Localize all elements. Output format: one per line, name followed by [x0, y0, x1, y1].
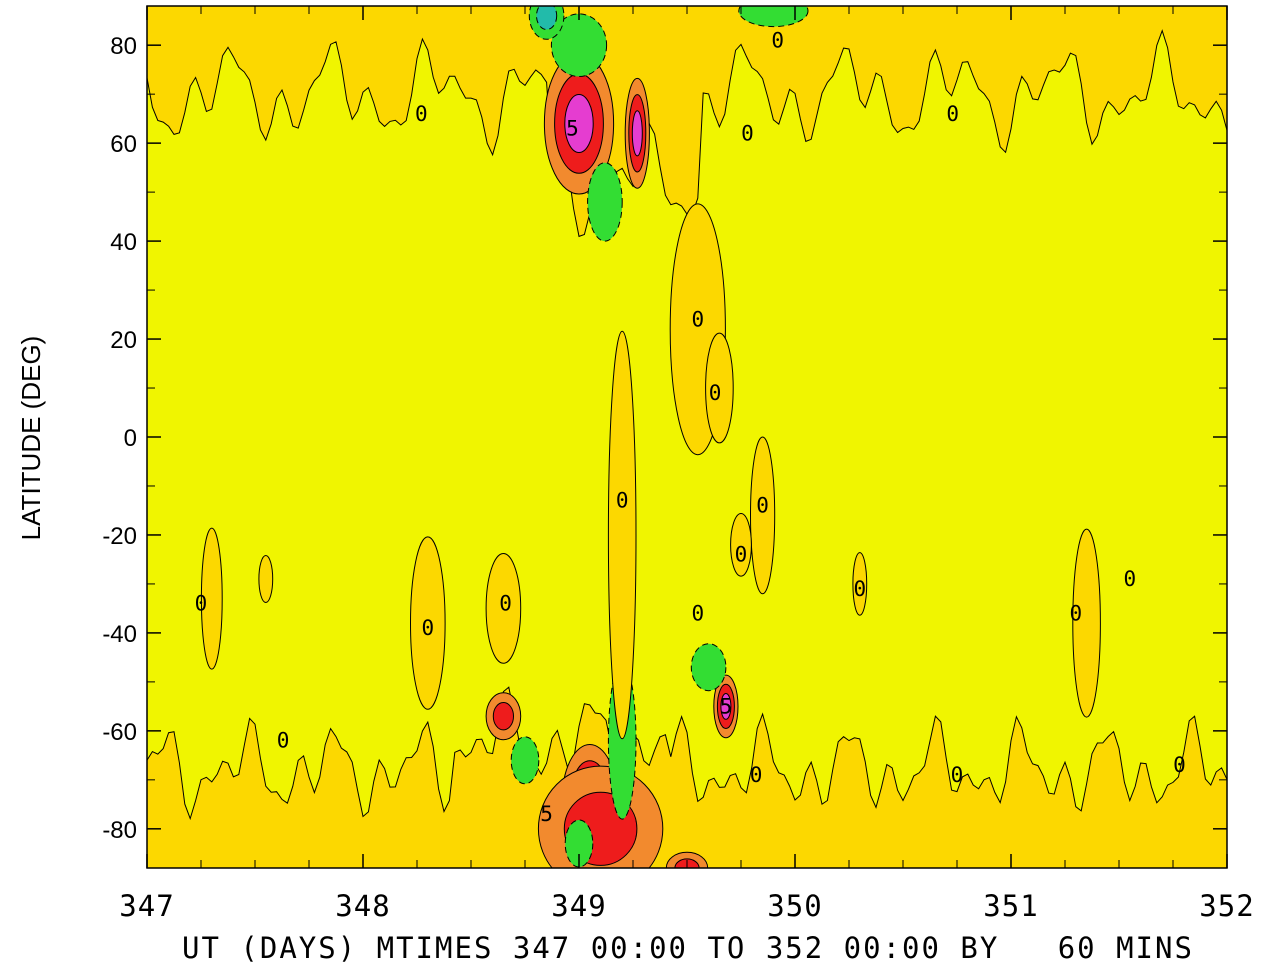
- contour-label-6: 5: [566, 116, 579, 140]
- contour-ring-14-0: [587, 162, 623, 242]
- contour-label-12: 0: [756, 494, 769, 518]
- contour-label-0: 0: [195, 592, 208, 616]
- contour-feature-25: [705, 332, 734, 444]
- contour-ring-25-0: [705, 332, 734, 444]
- contour-ring-20-0: [200, 527, 223, 670]
- contour-label-11: 0: [616, 489, 629, 513]
- x-tick-label-0: 347: [119, 889, 174, 923]
- y-tick-label-3: 20: [110, 327, 137, 354]
- axis-ticks: 80 60 40 20 0 -20 -40 -60 -80 347 348 349 350 351 352: [102, 6, 1254, 923]
- contour-feature-15: [528, 6, 565, 40]
- contour-label-22: 0: [1173, 753, 1186, 777]
- contour-feature-18: [607, 330, 637, 740]
- y-tick-label-4: 0: [124, 425, 137, 452]
- y-tick-label-1: 60: [110, 131, 137, 158]
- x-tick-label-2: 349: [551, 889, 606, 923]
- contour-ring-5-2: [720, 693, 732, 720]
- contour-feature-2: [543, 52, 615, 195]
- contour-label-9: 0: [691, 308, 704, 332]
- contour-ring-3-2: [631, 110, 643, 157]
- contour-ring-27-0: [852, 552, 868, 616]
- y-axis-label: LATITUDE (DEG): [16, 336, 46, 541]
- contour-label-2: 0: [421, 616, 434, 640]
- y-tick-label-0: 80: [110, 33, 137, 60]
- contour-label-4: 0: [771, 28, 784, 52]
- contour-label-21: 0: [1123, 567, 1136, 591]
- contour-label-13: 0: [735, 543, 748, 567]
- contour-feature-11: [690, 643, 727, 692]
- contour-label-17: 0: [750, 763, 763, 787]
- contour-ring-23-0: [485, 553, 522, 664]
- y-tick-label-6: -40: [102, 621, 137, 648]
- x-tick-label-1: 348: [335, 889, 390, 923]
- contour-feature-16: [738, 6, 809, 28]
- x-axis-label: UT (DAYS) MTIMES 347 00:00 TO 352 00:00 …: [182, 931, 1194, 965]
- contour-ring-26-0: [730, 513, 752, 577]
- contour-ring-2-2: [564, 94, 594, 153]
- contour-label-10: 0: [709, 381, 722, 405]
- x-tick-label-5: 352: [1199, 889, 1254, 923]
- contour-feature-22: [410, 536, 446, 710]
- contour-feature-13: [550, 13, 608, 77]
- contour-ring-16-0: [738, 6, 809, 28]
- contour-ring-15-1: [536, 6, 558, 30]
- contour-ring-13-0: [550, 13, 608, 77]
- contour-label-7: 0: [741, 121, 754, 145]
- contour-ring-10-0: [510, 736, 540, 785]
- contour-label-18: 5: [540, 802, 553, 826]
- x-tick-label-4: 351: [983, 889, 1038, 923]
- contour-feature-10: [510, 736, 540, 785]
- contour-label-3: 0: [499, 592, 512, 616]
- contour-feature-21: [258, 555, 274, 603]
- x-tick-label-3: 350: [767, 889, 822, 923]
- contour-label-20: 0: [1069, 601, 1082, 625]
- contour-label-16: 5: [720, 694, 733, 718]
- contour-feature-27: [852, 552, 868, 616]
- contour-ring-24-0: [1072, 528, 1101, 718]
- contour-ring-7-1: [492, 702, 514, 731]
- south-polar-band: [147, 686, 1227, 868]
- contour-label-5: 0: [415, 102, 428, 126]
- contour-feature-6: [537, 765, 664, 868]
- contour-label-1: 0: [277, 729, 290, 753]
- contour-feature-14: [587, 162, 623, 242]
- contour-feature-26: [730, 513, 752, 577]
- y-tick-label-5: -20: [102, 523, 137, 550]
- contour-feature-12: [564, 819, 594, 868]
- contour-feature-3: [624, 77, 650, 189]
- contour-label-8: 0: [946, 102, 959, 126]
- contour-feature-5: [713, 674, 739, 739]
- contour-fields: [147, 6, 1227, 868]
- contour-feature-7: [485, 692, 522, 741]
- contour-label-14: 0: [853, 577, 866, 601]
- contour-feature-20: [200, 527, 223, 670]
- y-tick-label-2: 40: [110, 229, 137, 256]
- contour-label-15: 0: [691, 601, 704, 625]
- contour-feature-24: [1072, 528, 1101, 718]
- y-tick-label-8: -80: [102, 817, 137, 844]
- contour-feature-19: [750, 436, 776, 595]
- contour-ring-12-0: [564, 819, 594, 868]
- contour-label-19: 0: [951, 763, 964, 787]
- contour-ring-11-0: [690, 643, 727, 692]
- contour-ring-21-0: [258, 555, 274, 603]
- contour-ring-18-0: [607, 330, 637, 740]
- contour-feature-23: [485, 553, 522, 664]
- contour-labels: 0 0 0 0 0 0 5 0 0 0 0 0 0 0 0 0 5 0 5 0 0 0 0: [195, 28, 1186, 826]
- contour-ring-19-0: [750, 436, 776, 595]
- contour-ring-22-0: [410, 536, 446, 710]
- y-tick-label-7: -60: [102, 719, 137, 746]
